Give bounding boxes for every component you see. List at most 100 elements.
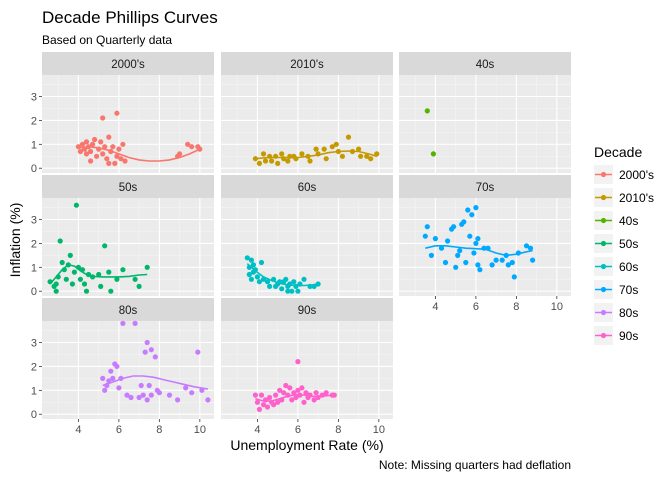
data-point: [281, 390, 287, 396]
data-point: [260, 402, 267, 408]
data-point: [315, 151, 321, 157]
data-point: [57, 238, 63, 244]
data-point: [275, 160, 281, 166]
data-point: [321, 146, 327, 152]
data-point: [142, 349, 148, 355]
data-point: [275, 399, 281, 405]
facet-panel: 60s: [221, 175, 393, 296]
data-point: [333, 141, 339, 147]
legend-label: 70s: [619, 283, 638, 297]
data-point: [102, 243, 108, 249]
data-point: [248, 276, 254, 282]
data-point: [277, 387, 283, 393]
data-point: [349, 148, 356, 155]
data-point: [256, 279, 262, 285]
y-tick-label: 0: [31, 286, 37, 298]
data-point: [267, 283, 273, 289]
data-point: [315, 281, 321, 287]
legend-item: 50s: [594, 234, 638, 253]
data-point: [283, 276, 289, 282]
data-point: [277, 279, 283, 285]
data-point: [83, 288, 90, 294]
data-point: [148, 347, 154, 353]
chart-title: Decade Phillips Curves: [42, 8, 218, 27]
data-point: [264, 404, 271, 410]
data-point: [509, 259, 515, 266]
legend-label: 60s: [619, 260, 638, 274]
data-point: [368, 156, 374, 162]
data-point: [258, 392, 265, 398]
data-point: [295, 288, 301, 294]
data-point: [81, 281, 88, 287]
data-point: [132, 276, 138, 282]
data-point: [319, 392, 325, 398]
legend-label: 80s: [619, 306, 638, 320]
data-point: [254, 399, 260, 405]
data-point: [189, 390, 195, 396]
legend-item: 70s: [594, 280, 638, 299]
chart-subtitle: Based on Quarterly data: [42, 33, 172, 47]
facet-plot-area: [221, 75, 393, 173]
data-point: [252, 267, 258, 273]
facet-strip-label: 2010's: [290, 59, 324, 71]
data-point: [499, 257, 505, 263]
data-point: [252, 392, 258, 398]
data-point: [90, 141, 96, 147]
data-point: [297, 281, 303, 287]
data-point: [473, 240, 479, 246]
data-point: [315, 394, 321, 401]
legend-title: Decade: [594, 144, 642, 160]
data-point: [356, 146, 362, 152]
facet-panel: 70s 4 6 8 10: [399, 175, 571, 313]
data-point: [329, 144, 335, 150]
data-point: [136, 283, 142, 289]
legend-item: 40s: [594, 211, 638, 230]
data-point: [156, 390, 162, 396]
legend-key-point: [600, 217, 607, 224]
data-point: [122, 158, 128, 164]
facet-panel: 90s 4 6 8 10: [221, 298, 393, 436]
x-tick-label: 6: [473, 301, 479, 313]
y-tick-label: 2: [31, 361, 37, 373]
data-point: [335, 148, 341, 155]
data-point: [457, 248, 463, 254]
data-point: [271, 402, 277, 408]
data-point: [273, 392, 279, 398]
data-point: [485, 245, 491, 251]
data-point: [71, 269, 77, 275]
data-point: [140, 392, 146, 398]
y-tick-label: 3: [31, 338, 37, 350]
legend-key-point: [600, 309, 607, 316]
x-tick-label: 4: [254, 424, 260, 436]
x-tick-label: 4: [75, 424, 81, 436]
y-tick-label: 1: [31, 385, 37, 397]
facet-strip: [42, 52, 214, 75]
data-point: [527, 245, 534, 251]
data-point: [471, 250, 477, 256]
data-point: [323, 390, 329, 396]
facet-strip-label: 50s: [119, 182, 138, 194]
data-point: [424, 224, 430, 230]
panel-background: [42, 75, 214, 173]
legend-item: 60s: [594, 257, 638, 276]
panel-background: [42, 321, 214, 419]
data-point: [98, 283, 104, 289]
data-point: [183, 385, 189, 391]
data-point: [267, 394, 273, 401]
data-point: [289, 288, 295, 294]
x-tick-label: 10: [373, 424, 385, 436]
data-point: [264, 279, 271, 285]
data-point: [120, 141, 126, 147]
data-point: [307, 283, 313, 289]
data-point: [475, 236, 481, 242]
facet-strip-label: 80s: [119, 305, 138, 317]
data-point: [279, 286, 285, 292]
data-point: [358, 153, 364, 159]
legend-label: 2000's: [619, 168, 654, 182]
data-point: [53, 288, 59, 294]
data-point: [124, 392, 130, 398]
data-point: [100, 151, 106, 157]
data-point: [287, 385, 293, 391]
data-point: [90, 274, 96, 280]
data-point: [195, 349, 201, 355]
